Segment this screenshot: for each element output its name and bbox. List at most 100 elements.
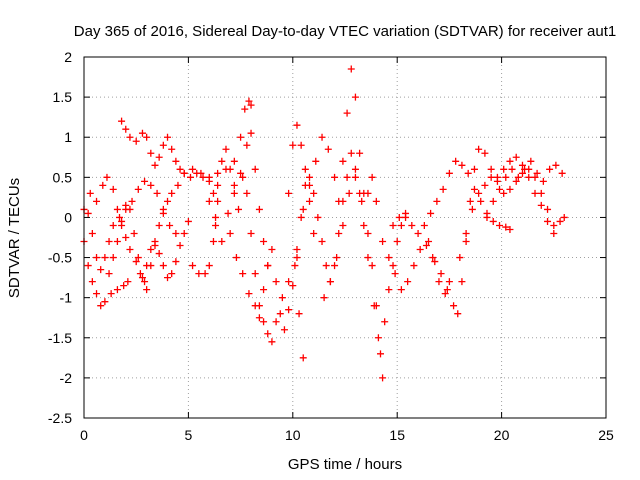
data-point xyxy=(214,197,222,205)
data-point xyxy=(176,242,184,250)
data-point xyxy=(97,266,105,274)
data-point xyxy=(237,133,245,141)
data-point xyxy=(333,254,341,262)
data-point xyxy=(134,254,142,262)
data-point xyxy=(122,125,130,133)
data-point xyxy=(159,262,167,270)
data-point xyxy=(458,161,466,169)
data-point xyxy=(272,278,280,286)
axis-ticks xyxy=(83,56,607,419)
data-point xyxy=(93,290,101,298)
data-point xyxy=(105,270,113,278)
data-point xyxy=(285,189,293,197)
data-point xyxy=(176,165,184,173)
series-arc-17 xyxy=(483,157,566,221)
x-tick-label: 10 xyxy=(285,427,301,443)
data-point xyxy=(264,262,272,270)
grid xyxy=(84,57,606,418)
data-point xyxy=(88,229,96,237)
data-point xyxy=(189,262,197,270)
data-point xyxy=(147,181,155,189)
data-point xyxy=(136,270,144,278)
data-point xyxy=(132,137,140,145)
data-point xyxy=(414,229,422,237)
data-point xyxy=(347,149,355,157)
data-point xyxy=(138,274,146,282)
data-point xyxy=(297,141,305,149)
data-point xyxy=(533,169,541,177)
data-point xyxy=(404,278,412,286)
data-point xyxy=(212,221,220,229)
series-arc-15 xyxy=(425,145,558,318)
data-point xyxy=(487,165,495,173)
data-point xyxy=(466,197,474,205)
data-point xyxy=(151,238,159,246)
data-point xyxy=(331,262,339,270)
data-point xyxy=(293,254,301,262)
data-point xyxy=(168,145,176,153)
data-point xyxy=(514,173,522,181)
data-point xyxy=(364,189,372,197)
series-arc-13 xyxy=(360,173,453,298)
series-arc-9 xyxy=(226,181,318,334)
data-point xyxy=(489,197,497,205)
data-point xyxy=(115,213,123,221)
data-point xyxy=(560,213,568,221)
data-point xyxy=(93,254,101,262)
data-point xyxy=(299,354,307,362)
data-point xyxy=(550,221,558,229)
data-marks xyxy=(80,65,568,382)
data-point xyxy=(230,181,238,189)
data-point xyxy=(477,197,485,205)
y-tick-label: 1.5 xyxy=(53,89,73,105)
data-point xyxy=(222,145,230,153)
data-point xyxy=(537,201,545,209)
data-point xyxy=(251,165,259,173)
data-point xyxy=(374,334,382,342)
data-point xyxy=(214,169,222,177)
data-point xyxy=(197,169,205,177)
data-point xyxy=(470,165,478,173)
data-point xyxy=(168,270,176,278)
data-point xyxy=(164,133,172,141)
data-point xyxy=(462,238,470,246)
data-point xyxy=(195,270,203,278)
data-point xyxy=(376,350,384,358)
data-point xyxy=(113,286,121,294)
data-point xyxy=(247,229,255,237)
data-point xyxy=(118,217,126,225)
data-point xyxy=(483,213,491,221)
series-arc-7 xyxy=(189,129,272,278)
data-point xyxy=(247,101,255,109)
data-point xyxy=(260,286,268,294)
data-point xyxy=(272,318,280,326)
data-point xyxy=(126,205,134,213)
data-point xyxy=(201,270,209,278)
data-point xyxy=(381,318,389,326)
data-point xyxy=(109,254,117,262)
data-point xyxy=(243,189,251,197)
data-point xyxy=(293,121,301,129)
data-point xyxy=(435,278,443,286)
data-point xyxy=(130,229,138,237)
data-point xyxy=(264,330,272,338)
data-point xyxy=(218,238,226,246)
data-point xyxy=(462,229,470,237)
data-point xyxy=(508,165,516,173)
data-point xyxy=(166,221,174,229)
data-point xyxy=(86,189,94,197)
data-point xyxy=(521,165,529,173)
data-point xyxy=(306,197,314,205)
data-point xyxy=(218,157,226,165)
data-point xyxy=(370,302,378,310)
data-point xyxy=(322,262,330,270)
series-arc-8 xyxy=(205,169,307,362)
data-point xyxy=(143,286,151,294)
series-arc-12 xyxy=(320,173,410,342)
data-point xyxy=(487,173,495,181)
data-point xyxy=(368,262,376,270)
x-axis-label: GPS time / hours xyxy=(288,456,402,473)
data-point xyxy=(408,221,416,229)
data-point xyxy=(527,157,535,165)
data-point xyxy=(260,238,268,246)
